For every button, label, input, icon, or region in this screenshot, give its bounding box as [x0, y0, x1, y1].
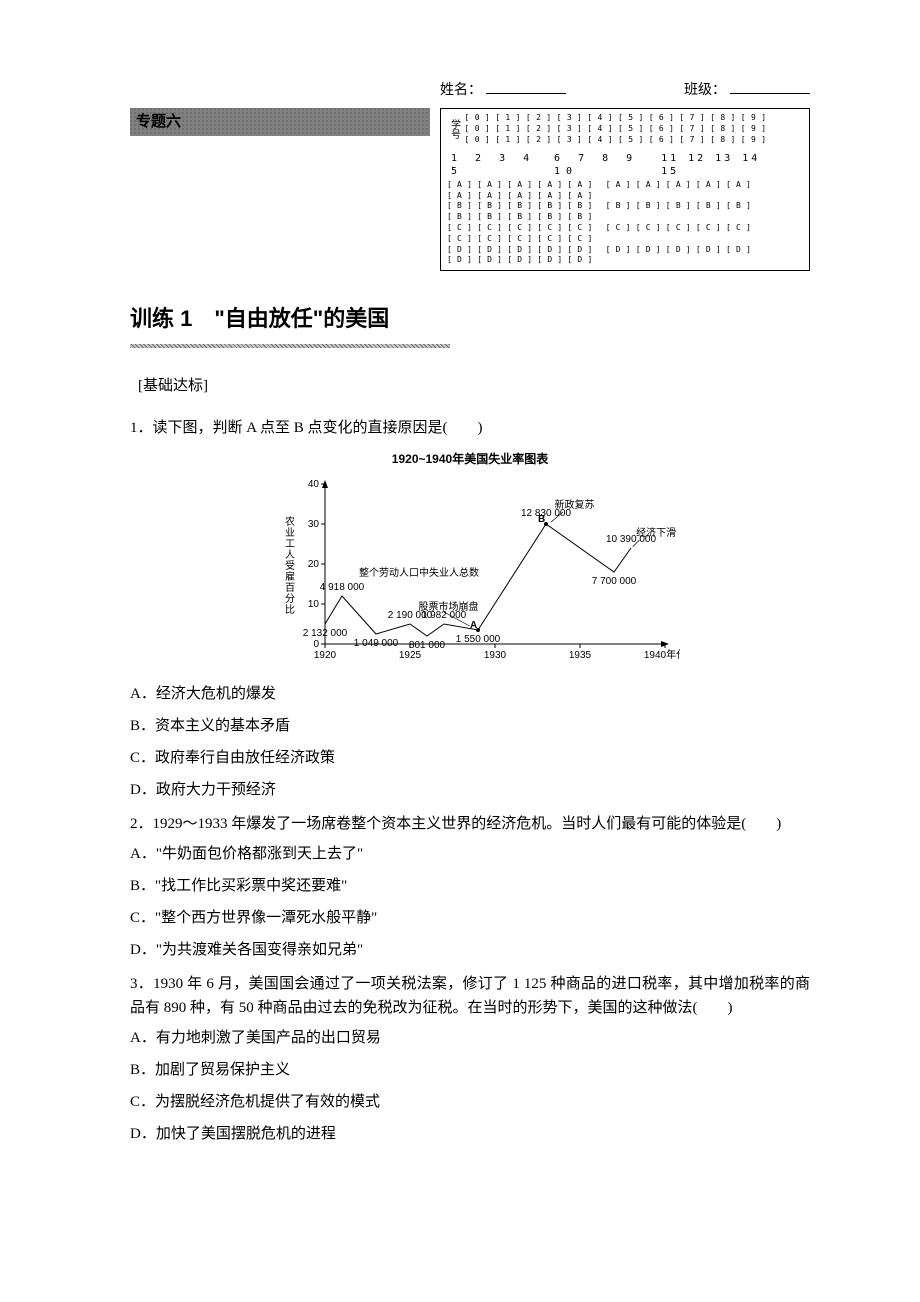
svg-text:1 550 000: 1 550 000: [456, 634, 501, 645]
omr-c-g3: [ C ] [ C ] [ C ] [ C ] [ C ]: [447, 234, 592, 245]
options: A．"牛奶面包价格都涨到天上去了" B．"找工作比买彩票中奖还要难" C．"整个西方…: [130, 842, 810, 962]
xuehao-label: 学号: [447, 119, 461, 140]
name-class-row: 姓名： 班级：: [440, 80, 810, 102]
name-field: 姓名：: [440, 80, 566, 102]
name-blank[interactable]: [486, 93, 566, 94]
option-A: A．有力地刺激了美国产品的出口贸易: [130, 1026, 810, 1050]
svg-text:整个劳动人口中失业人总数: 整个劳动人口中失业人总数: [359, 566, 479, 579]
svg-text:801 000: 801 000: [409, 640, 446, 651]
svg-text:1925: 1925: [399, 650, 422, 661]
omr-box: 学号 [ 0 ] [ 1 ] [ 2 ] [ 3 ] [ 4 ] [ 5 ] […: [440, 108, 810, 271]
option-D: D．"为共渡难关各国变得亲如兄弟": [130, 938, 810, 962]
omr-nums-g1: 1 2 3 4 5: [447, 152, 547, 179]
option-C: C．"整个西方世界像一潭死水般平静": [130, 906, 810, 930]
svg-text:1940年代: 1940年代: [644, 648, 680, 661]
svg-text:新政复苏: 新政复苏: [555, 498, 595, 511]
question-stem: 3．1930 年 6 月，美国国会通过了一项关税法案，修订了 1 125 种商品…: [130, 972, 810, 1020]
omr-a-g3: [ A ] [ A ] [ A ] [ A ] [ A ]: [447, 191, 592, 202]
omr-student-id: 学号 [ 0 ] [ 1 ] [ 2 ] [ 3 ] [ 4 ] [ 5 ] […: [447, 113, 803, 145]
svg-text:股票市场崩盘: 股票市场崩盘: [419, 600, 479, 613]
name-label: 姓名：: [440, 80, 482, 102]
omr-b-g1: [ B ] [ B ] [ B ] [ B ] [ B ]: [447, 201, 592, 212]
left-header-col: 专题六: [130, 80, 430, 156]
svg-text:经济下滑: 经济下滑: [636, 526, 676, 539]
svg-text:40: 40: [308, 479, 320, 490]
right-header-col: 姓名： 班级： 学号 [ 0 ] [ 1 ] [ 2 ] [ 3 ] [ 4 ]…: [440, 80, 810, 271]
option-B: B．"找工作比买彩票中奖还要难": [130, 874, 810, 898]
omr-row-a: [ A ] [ A ] [ A ] [ A ] [ A ] [ A ] [ A …: [447, 180, 803, 202]
chart-title: 1920~1940年美国失业率图表: [130, 450, 810, 469]
option-B: B．资本主义的基本矛盾: [130, 714, 810, 738]
question-stem: 1．读下图，判断 A 点至 B 点变化的直接原因是( ): [130, 416, 810, 440]
omr-digit-row-3: [ 0 ] [ 1 ] [ 2 ] [ 3 ] [ 4 ] [ 5 ] [ 6 …: [465, 135, 767, 146]
omr-row-b: [ B ] [ B ] [ B ] [ B ] [ B ] [ B ] [ B …: [447, 201, 803, 223]
svg-text:0: 0: [313, 639, 319, 650]
omr-d-g1: [ D ] [ D ] [ D ] [ D ] [ D ]: [447, 245, 592, 256]
chart-wrap: 1920~1940年美国失业率图表 0 10 20 30 40 1920 1925 1930 19…: [130, 450, 810, 663]
omr-d-g2: [ D ] [ D ] [ D ] [ D ] [ D ]: [606, 245, 751, 256]
svg-text:1935: 1935: [569, 650, 592, 661]
omr-a-g1: [ A ] [ A ] [ A ] [ A ] [ A ]: [447, 180, 592, 191]
omr-c-g2: [ C ] [ C ] [ C ] [ C ] [ C ]: [606, 223, 751, 234]
omr-digit-row-1: [ 0 ] [ 1 ] [ 2 ] [ 3 ] [ 4 ] [ 5 ] [ 6 …: [465, 113, 767, 124]
topic-bar: 专题六: [130, 108, 430, 136]
svg-text:4 918 000: 4 918 000: [320, 582, 365, 593]
omr-b-g2: [ B ] [ B ] [ B ] [ B ] [ B ]: [606, 201, 751, 212]
svg-text:30: 30: [308, 519, 320, 530]
option-C: C．为摆脱经济危机提供了有效的模式: [130, 1090, 810, 1114]
svg-text:1 049 000: 1 049 000: [354, 638, 399, 649]
omr-a-g2: [ A ] [ A ] [ A ] [ A ] [ A ]: [606, 180, 751, 191]
unemployment-chart: 0 10 20 30 40 1920 1925 1930 1935 1940年代 农业工人受雇百分比…: [260, 474, 680, 664]
options: A．经济大危机的爆发 B．资本主义的基本矛盾 C．政府奉行自由放任经济政策 D．政府大…: [130, 682, 810, 802]
training-title: 训练 1 "自由放任"的美国: [130, 301, 810, 336]
question-stem: 2．1929～1933 年爆发了一场席卷整个资本主义世界的经济危机。当时人们最有…: [130, 812, 810, 836]
svg-text:2 132 000: 2 132 000: [303, 628, 348, 639]
omr-digit-row-2: [ 0 ] [ 1 ] [ 2 ] [ 3 ] [ 4 ] [ 5 ] [ 6 …: [465, 124, 767, 135]
svg-text:1930: 1930: [484, 650, 507, 661]
omr-question-numbers: 1 2 3 4 5 6 7 8 9 10 11 12 13 14 15: [447, 152, 803, 179]
header-row: 专题六 姓名： 班级： 学号 [ 0 ] [ 1 ] [ 2 ] [ 3 ] […: [130, 80, 810, 271]
svg-text:B: B: [538, 514, 545, 525]
class-label: 班级：: [684, 80, 726, 102]
omr-nums-g2: 6 7 8 9 10: [554, 152, 654, 179]
option-D: D．加快了美国摆脱危机的进程: [130, 1122, 810, 1146]
omr-c-g1: [ C ] [ C ] [ C ] [ C ] [ C ]: [447, 223, 592, 234]
svg-text:20: 20: [308, 559, 320, 570]
hatched-divider: [130, 344, 450, 348]
option-B: B．加剧了贸易保护主义: [130, 1058, 810, 1082]
omr-d-g3: [ D ] [ D ] [ D ] [ D ] [ D ]: [447, 255, 592, 266]
questions-container: 1．读下图，判断 A 点至 B 点变化的直接原因是( ) 1920~1940年美国…: [130, 416, 810, 1145]
option-A: A．经济大危机的爆发: [130, 682, 810, 706]
options: A．有力地刺激了美国产品的出口贸易 B．加剧了贸易保护主义 C．为摆脱经济危机提供了…: [130, 1026, 810, 1146]
question-1: 1．读下图，判断 A 点至 B 点变化的直接原因是( ) 1920~1940年美国…: [130, 416, 810, 801]
svg-text:A: A: [470, 620, 477, 631]
omr-b-g3: [ B ] [ B ] [ B ] [ B ] [ B ]: [447, 212, 592, 223]
svg-text:7 700 000: 7 700 000: [592, 576, 637, 587]
option-C: C．政府奉行自由放任经济政策: [130, 746, 810, 770]
svg-text:10: 10: [308, 599, 320, 610]
section-label: [基础达标]: [138, 374, 810, 398]
class-blank[interactable]: [730, 93, 810, 94]
question-2: 2．1929～1933 年爆发了一场席卷整个资本主义世界的经济危机。当时人们最有…: [130, 812, 810, 962]
option-A: A．"牛奶面包价格都涨到天上去了": [130, 842, 810, 866]
svg-text:1920: 1920: [314, 650, 337, 661]
omr-nums-g3: 11 12 13 14 15: [661, 152, 781, 179]
svg-text:农业工人受雇百分比: 农业工人受雇百分比: [285, 515, 295, 616]
omr-row-d: [ D ] [ D ] [ D ] [ D ] [ D ] [ D ] [ D …: [447, 245, 803, 267]
class-field: 班级：: [684, 80, 810, 102]
option-D: D．政府大力干预经济: [130, 778, 810, 802]
question-3: 3．1930 年 6 月，美国国会通过了一项关税法案，修订了 1 125 种商品…: [130, 972, 810, 1146]
omr-row-c: [ C ] [ C ] [ C ] [ C ] [ C ] [ C ] [ C …: [447, 223, 803, 245]
